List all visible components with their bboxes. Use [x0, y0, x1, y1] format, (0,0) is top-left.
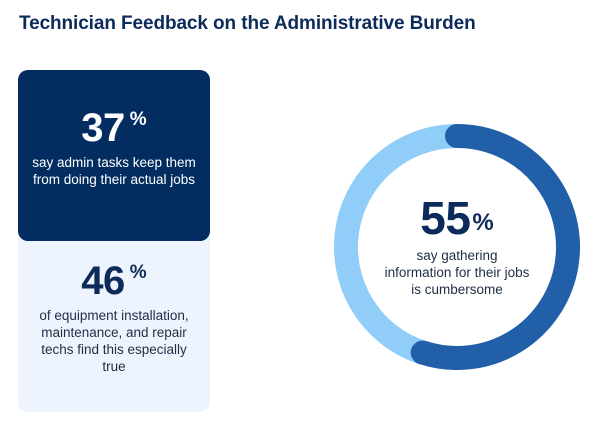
donut-center-unit: %	[472, 209, 494, 236]
admin-stat: 37% say admin tasks keep them from doing…	[18, 108, 210, 188]
admin-stat-unit: %	[129, 109, 147, 130]
donut-chart-svg	[334, 124, 580, 370]
donut-center: 55% say gathering information for their …	[334, 195, 580, 298]
donut-chart: 55% say gathering information for their …	[334, 124, 580, 370]
donut-slice-highlight	[410, 124, 580, 370]
donut-center-number: 55	[420, 192, 471, 244]
equipment-stat-unit: %	[129, 262, 147, 283]
page-title: Technician Feedback on the Administrativ…	[19, 13, 476, 34]
equipment-stat-value: 46%	[81, 261, 146, 301]
admin-stat-number: 37	[81, 106, 125, 150]
donut-slice-remainder	[334, 124, 469, 365]
donut-center-value: 55%	[420, 195, 494, 241]
donut-center-description: say gathering information for their jobs…	[384, 248, 530, 297]
admin-stat-description: say admin tasks keep them from doing the…	[32, 155, 196, 187]
equipment-stat: 46% of equipment installation, maintenan…	[18, 261, 210, 375]
admin-stat-value: 37%	[81, 108, 146, 148]
equipment-stat-description: of equipment installation, maintenance, …	[39, 308, 189, 374]
equipment-stat-number: 46	[81, 259, 125, 303]
admin-stat-card: 37% say admin tasks keep them from doing…	[18, 70, 210, 241]
